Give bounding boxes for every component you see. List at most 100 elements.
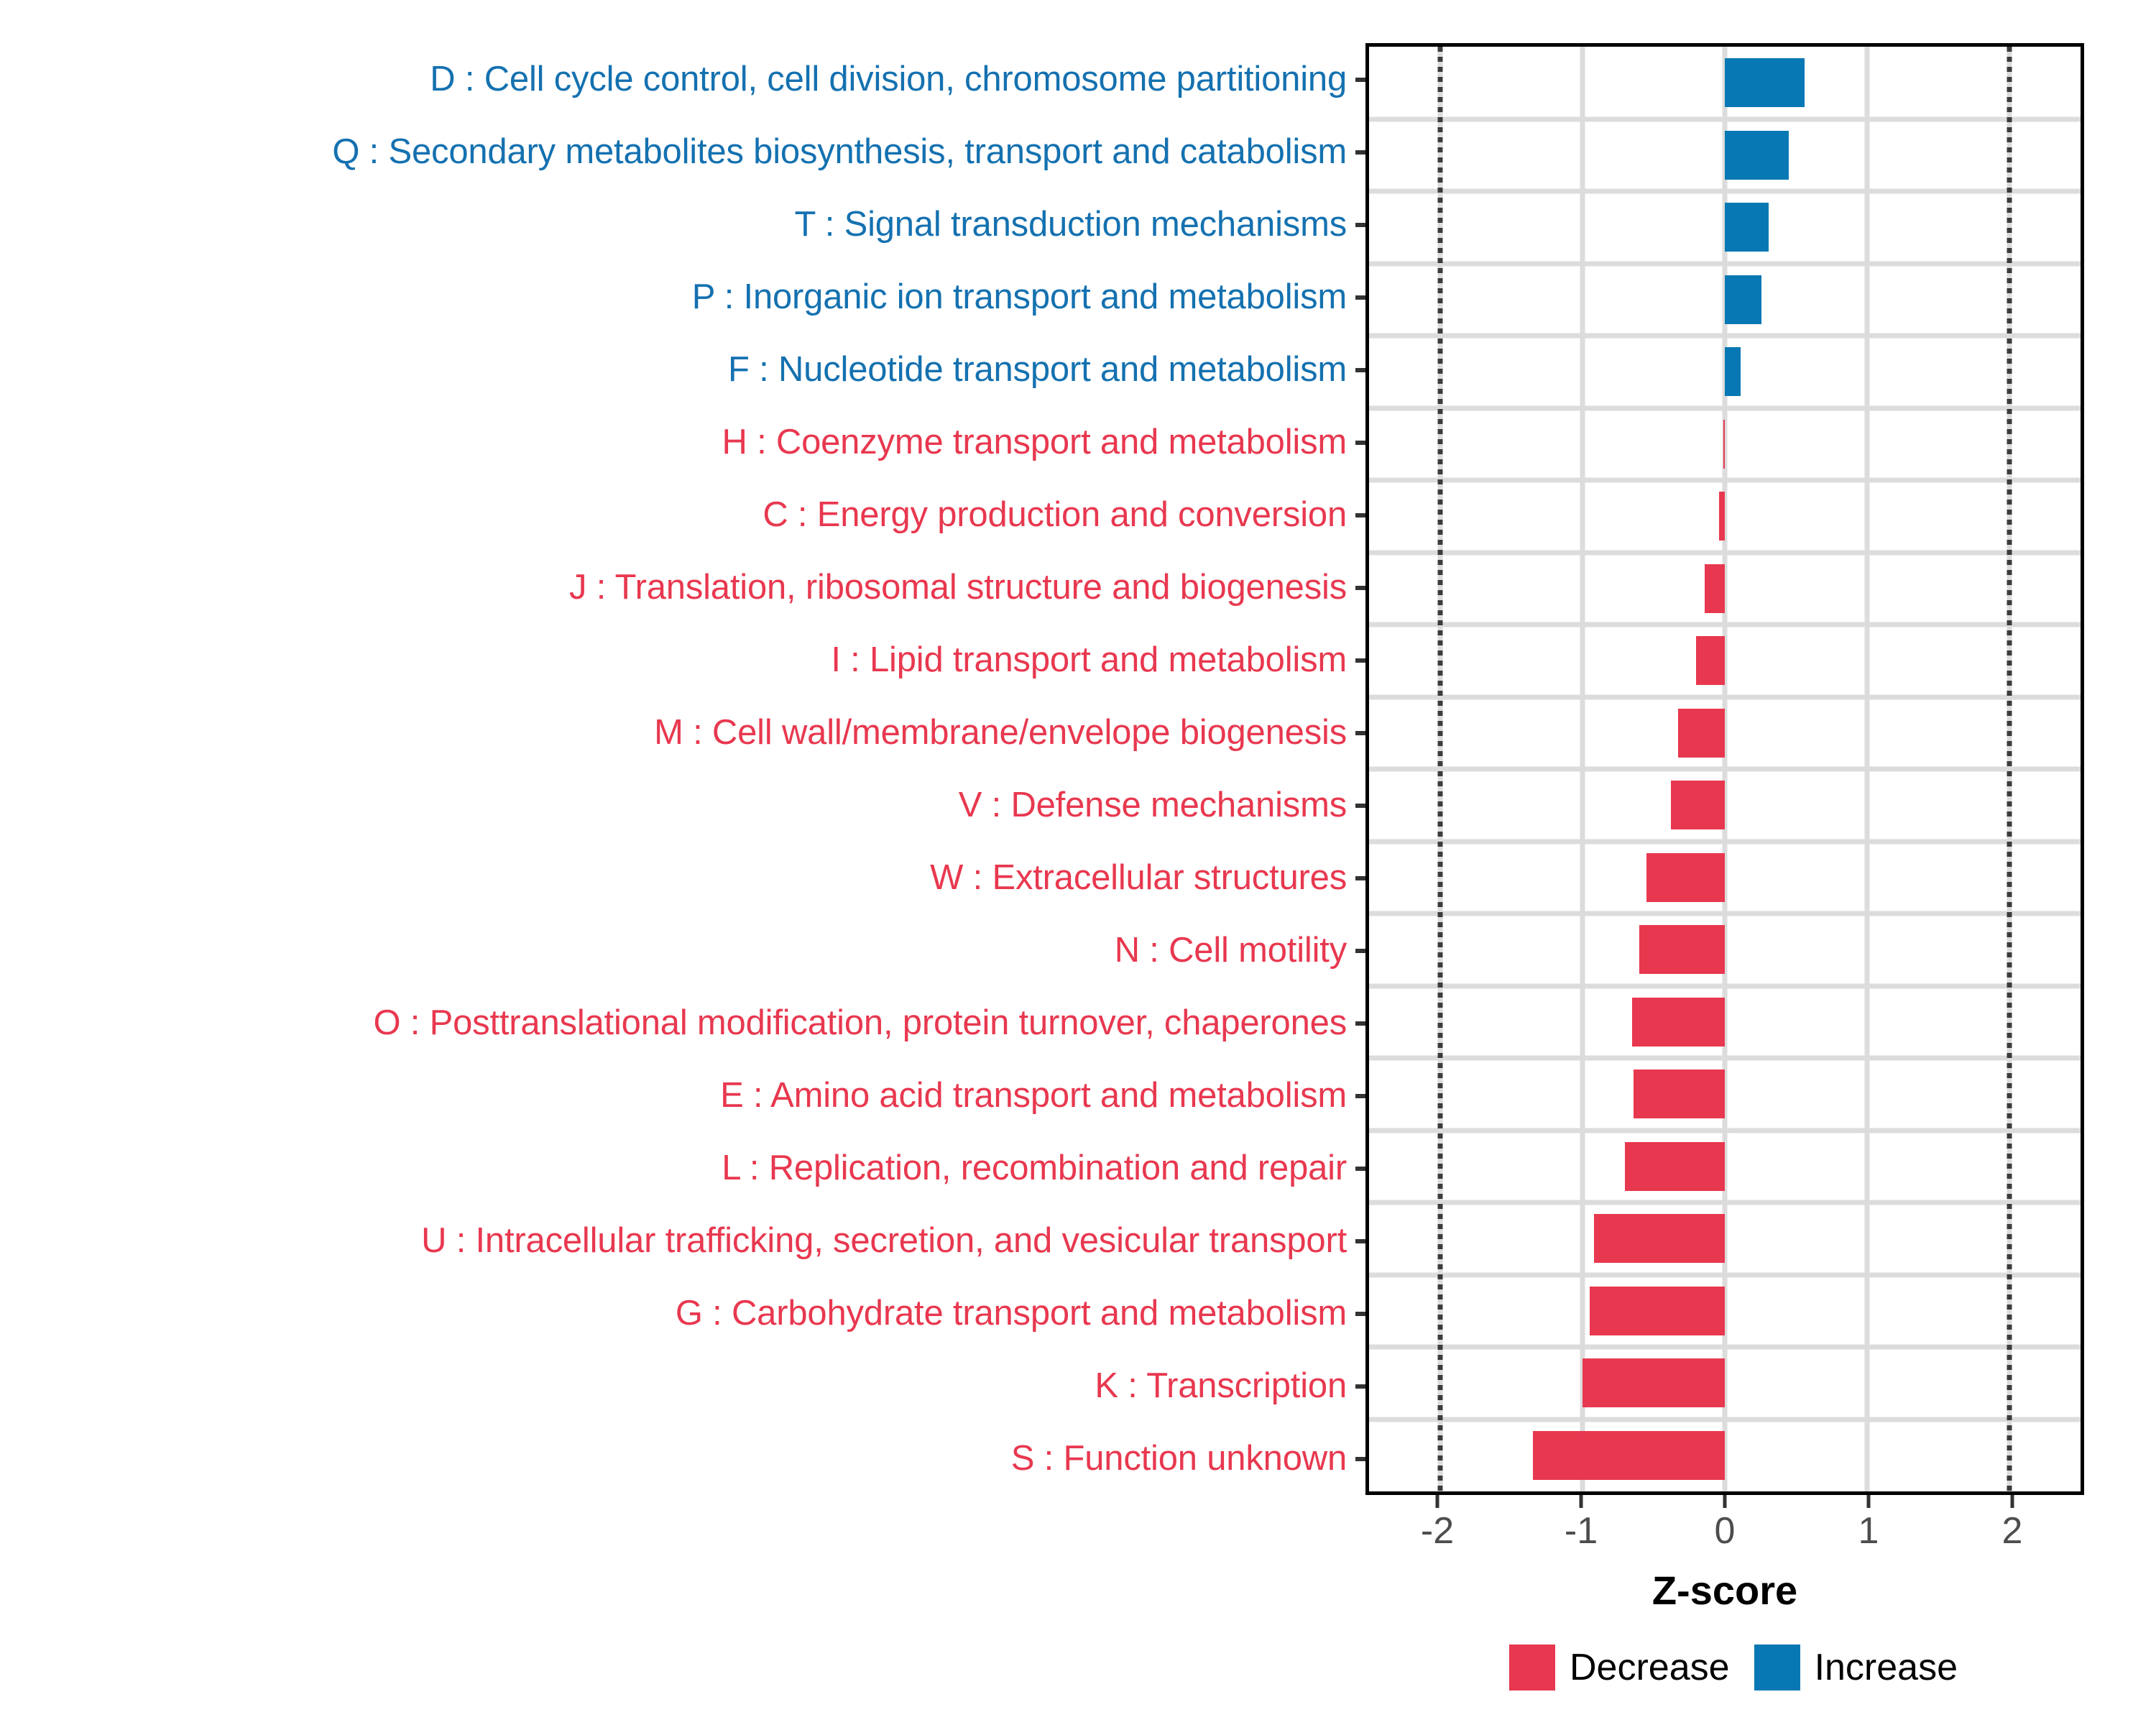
category-axis-ticks [1355, 43, 1365, 1495]
category-label-row: J : Translation, ribosomal structure and… [0, 551, 1365, 624]
category-label-row: P : Inorganic ion transport and metaboli… [0, 261, 1365, 334]
category-label: I : Lipid transport and metabolism [831, 640, 1347, 679]
category-label-row: K : Transcription [0, 1350, 1365, 1422]
category-tick-row [1355, 479, 1365, 551]
bar-row [1369, 769, 2081, 842]
bar[interactable] [1725, 58, 1805, 108]
category-tick-mark [1355, 295, 1365, 300]
x-axis-tick [1435, 1495, 1439, 1508]
bar-row [1369, 264, 2081, 336]
legend-item-decrease[interactable]: Decrease [1509, 1644, 1730, 1690]
bar[interactable] [1625, 1141, 1725, 1191]
category-tick-row [1355, 1350, 1365, 1422]
bar[interactable] [1646, 852, 1725, 902]
category-tick-mark [1355, 1021, 1365, 1026]
category-label-column: D : Cell cycle control, cell division, c… [0, 43, 1365, 1495]
bar[interactable] [1723, 419, 1726, 469]
bar[interactable] [1725, 275, 1762, 324]
horizontal-gridline [1369, 1128, 2081, 1133]
category-tick-row [1355, 842, 1365, 914]
category-label-row: C : Energy production and conversion [0, 479, 1365, 551]
horizontal-gridline [1369, 405, 2081, 410]
bar-row [1369, 1058, 2081, 1131]
reference-line [2007, 47, 2012, 1491]
reference-line [1437, 47, 1443, 1491]
category-label: M : Cell wall/membrane/envelope biogenes… [654, 713, 1347, 752]
bar-row [1369, 553, 2081, 625]
category-tick-mark [1355, 585, 1365, 590]
category-tick-mark [1355, 803, 1365, 808]
bar[interactable] [1583, 1358, 1725, 1408]
category-label: F : Nucleotide transport and metabolism [728, 350, 1347, 389]
category-tick-row [1355, 696, 1365, 769]
bar[interactable] [1632, 997, 1725, 1046]
category-label-row: G : Carbohydrate transport and metabolis… [0, 1277, 1365, 1350]
horizontal-gridline [1369, 1055, 2081, 1061]
category-tick-mark [1355, 512, 1365, 518]
category-tick-mark [1355, 948, 1365, 953]
category-tick-row [1355, 116, 1365, 188]
category-label-row: E : Amino acid transport and metabolism [0, 1059, 1365, 1132]
legend-label-increase: Increase [1814, 1647, 1958, 1688]
x-axis-tick [1723, 1495, 1727, 1508]
horizontal-gridline [1369, 261, 2081, 266]
bar-row [1369, 191, 2081, 264]
bars-layer [1369, 47, 2081, 1491]
x-axis-title: Z-score [1651, 1568, 1798, 1613]
bar-row [1369, 986, 2081, 1059]
category-tick-mark [1355, 367, 1365, 372]
legend-label-decrease: Decrease [1570, 1647, 1730, 1688]
bar[interactable] [1719, 492, 1725, 541]
bar[interactable] [1677, 708, 1725, 758]
legend-item-increase[interactable]: Increase [1754, 1644, 1958, 1690]
legend-swatch-increase [1754, 1644, 1800, 1690]
category-label: O : Posttranslational modification, prot… [373, 1003, 1347, 1042]
category-tick-row [1355, 43, 1365, 116]
bar[interactable] [1705, 564, 1725, 613]
category-tick-mark [1355, 1311, 1365, 1316]
category-tick-row [1355, 1205, 1365, 1277]
category-tick-mark [1355, 730, 1365, 735]
bar[interactable] [1634, 1070, 1725, 1119]
horizontal-gridline [1369, 550, 2081, 555]
bar[interactable] [1696, 636, 1725, 686]
category-tick-row [1355, 624, 1365, 696]
bar-row [1369, 1275, 2081, 1348]
category-label-row: I : Lipid transport and metabolism [0, 624, 1365, 696]
bar[interactable] [1725, 203, 1769, 252]
x-axis-tick [2010, 1495, 2014, 1508]
category-label-row: V : Defense mechanisms [0, 769, 1365, 842]
category-label: W : Extracellular structures [930, 858, 1347, 897]
bar-row [1369, 914, 2081, 986]
horizontal-gridline [1369, 116, 2081, 121]
category-tick-mark [1355, 658, 1365, 663]
category-tick-mark [1355, 1166, 1365, 1171]
category-label-row: Q : Secondary metabolites biosynthesis, … [0, 116, 1365, 188]
bar[interactable] [1589, 1286, 1725, 1335]
category-tick-row [1355, 987, 1365, 1059]
bar[interactable] [1670, 781, 1725, 830]
bar-row [1369, 1202, 2081, 1275]
bar-row [1369, 119, 2081, 192]
category-tick-row [1355, 261, 1365, 334]
category-label-row: N : Cell motility [0, 914, 1365, 987]
horizontal-gridline [1369, 839, 2081, 844]
bar[interactable] [1532, 1430, 1725, 1480]
bar[interactable] [1593, 1214, 1725, 1264]
horizontal-gridline [1369, 983, 2081, 988]
x-axis: -2 -1 0 1 2 [1365, 1495, 2084, 1588]
x-axis-tick-label: -1 [1564, 1510, 1598, 1552]
category-label: V : Defense mechanisms [958, 786, 1347, 824]
category-label: K : Transcription [1095, 1366, 1347, 1405]
bar[interactable] [1639, 925, 1725, 975]
bar[interactable] [1725, 347, 1741, 397]
category-label-row: O : Posttranslational modification, prot… [0, 987, 1365, 1059]
x-axis-tick [1866, 1495, 1871, 1508]
category-label: U : Intracellular trafficking, secretion… [421, 1221, 1347, 1260]
bar[interactable] [1725, 130, 1789, 180]
horizontal-gridline [1369, 766, 2081, 772]
category-tick-row [1355, 1059, 1365, 1132]
category-label: D : Cell cycle control, cell division, c… [430, 60, 1347, 98]
bar-row [1369, 625, 2081, 697]
category-tick-row [1355, 334, 1365, 406]
